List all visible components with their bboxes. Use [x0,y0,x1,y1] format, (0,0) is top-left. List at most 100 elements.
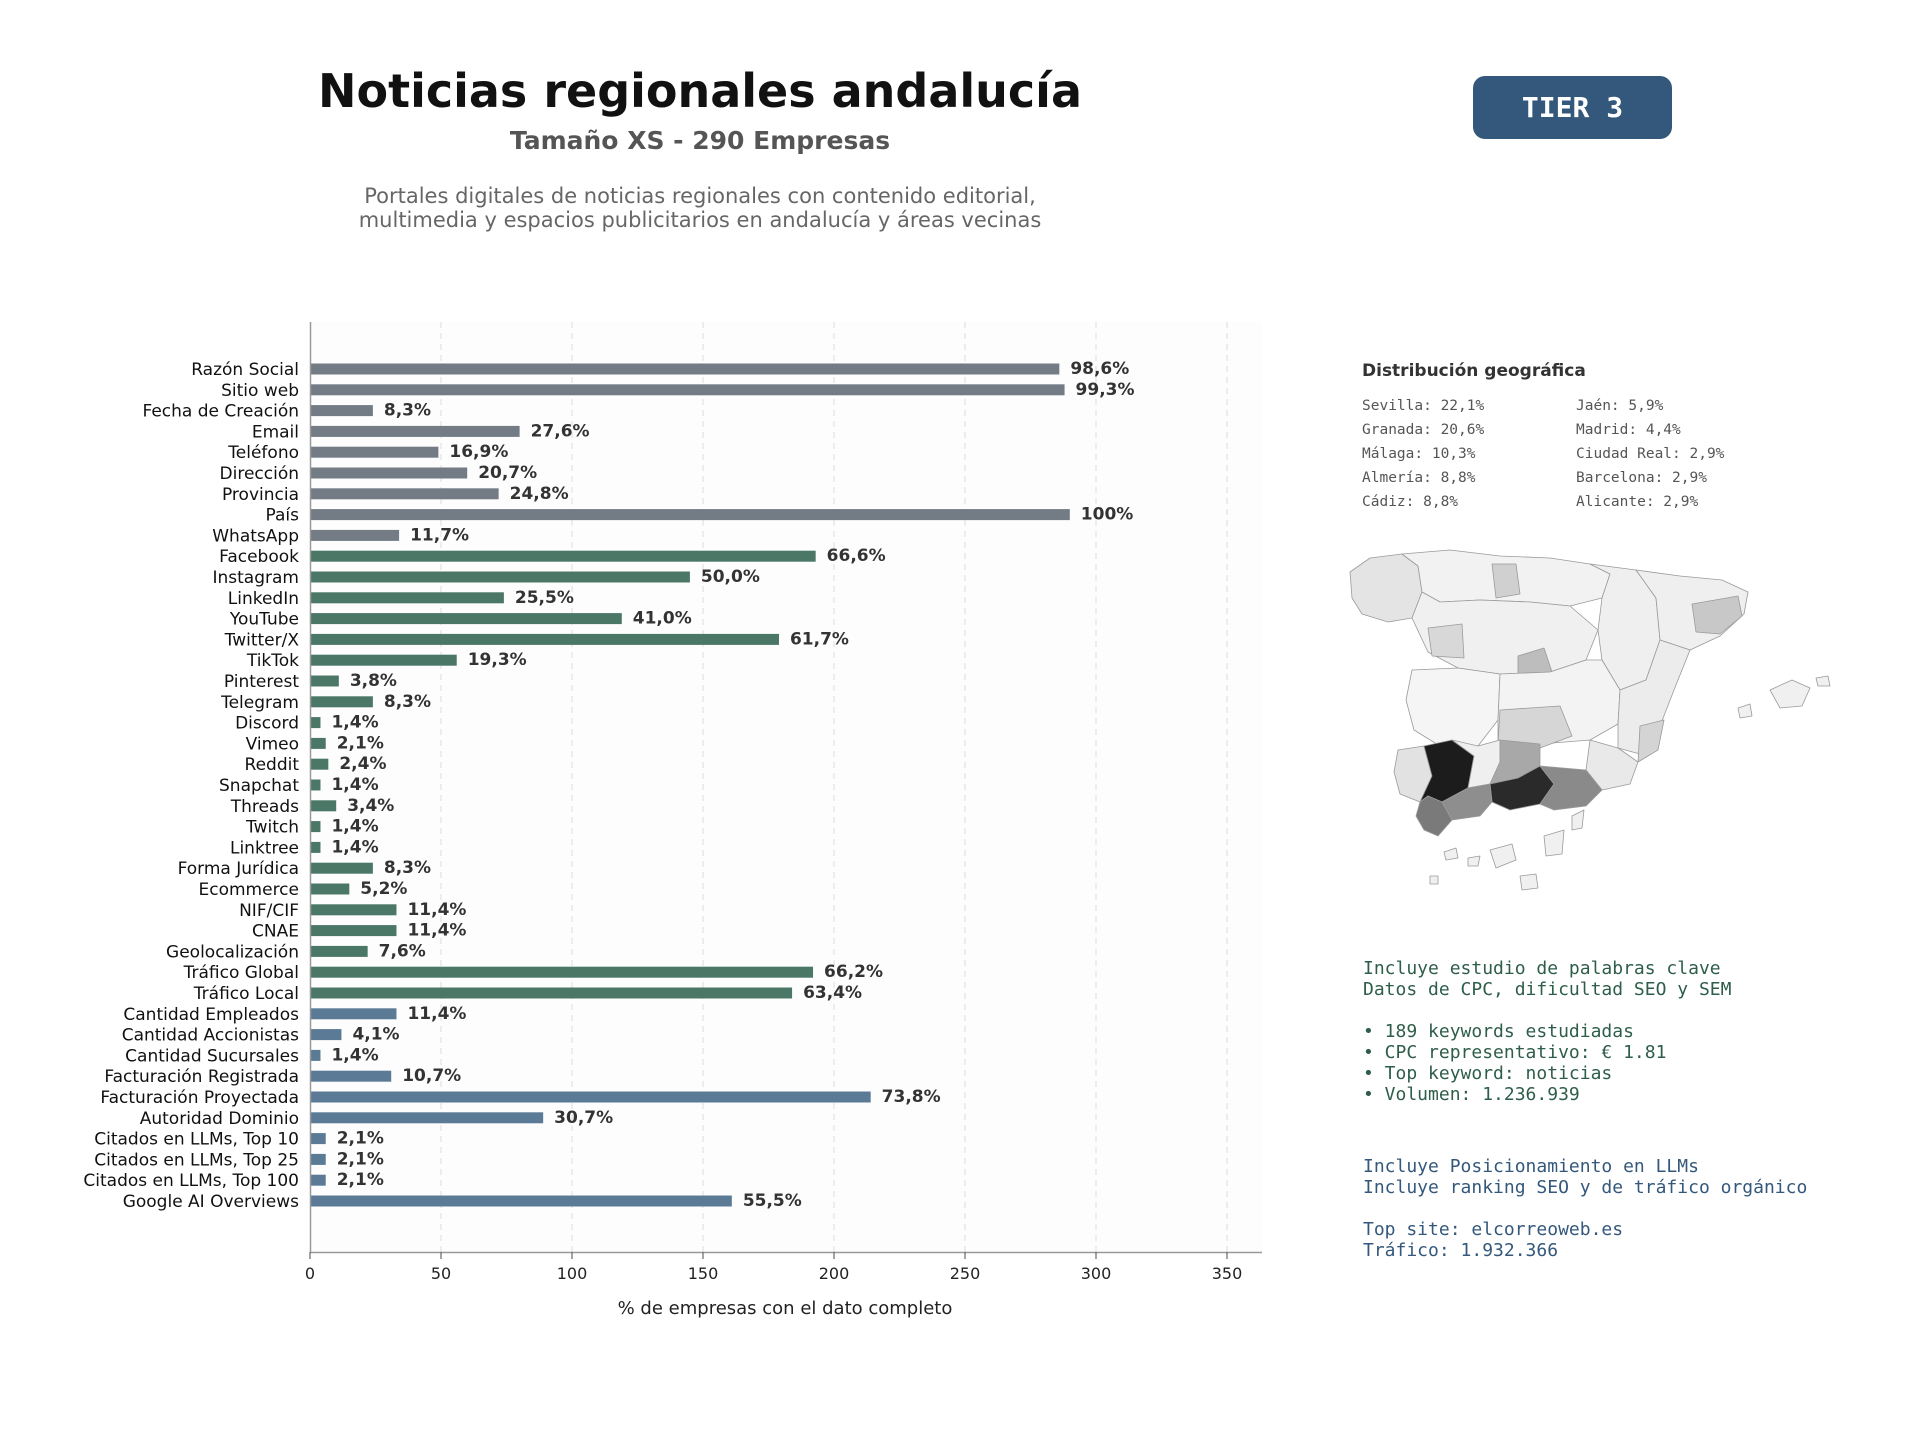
category-label: Citados en LLMs, Top 25 [94,1150,299,1170]
bar [310,800,337,812]
category-label: Fecha de Creación [142,402,299,422]
value-label: 66,6% [827,546,886,566]
category-label: LinkedIn [228,589,299,609]
map-region-canary [1467,855,1481,867]
bar [310,737,326,749]
category-label: Facturación Proyectada [100,1088,299,1108]
bar [310,363,1060,375]
category-label: Teléfono [227,443,299,463]
value-label: 11,7% [410,525,469,545]
top-site-traffic: Tráfico: 1.932.366 [1363,1240,1559,1261]
map-region-canary [1571,809,1585,831]
spain-map [1349,549,1831,891]
value-label: 2,1% [337,1170,384,1190]
bar [310,883,350,895]
geo-item: Alicante: 2,9% [1576,494,1699,510]
keywords-line: Datos de CPC, dificultad SEO y SEM [1363,979,1732,1000]
geo-item: Almería: 8,8% [1362,470,1476,486]
x-tick-label: 200 [819,1264,850,1283]
description-line: multimedia y espacios publicitarios en a… [358,208,1042,233]
value-label: 4,1% [352,1025,399,1045]
map-region-almeria [1539,765,1603,811]
tier-badge: TIER 3 [1473,76,1672,139]
x-tick-label: 350 [1212,1264,1243,1283]
keywords-bullet: • Volumen: 1.236.939 [1363,1084,1580,1105]
value-label: 1,4% [331,775,378,795]
page-description: Portales digitales de noticias regionale… [200,184,1200,232]
bar [310,488,499,500]
value-label: 19,3% [468,650,527,670]
category-label: Telegram [220,693,299,713]
x-tick-label: 300 [1081,1264,1112,1283]
category-label: Cantidad Accionistas [122,1026,299,1046]
bar [310,779,321,791]
value-label: 61,7% [790,629,849,649]
bar [310,717,321,729]
geo-item: Sevilla: 22,1% [1362,398,1485,414]
value-label: 50,0% [701,567,760,587]
category-label: TikTok [246,651,299,671]
value-label: 1,4% [331,817,378,837]
llm-line: Incluye Posicionamiento en LLMs [1363,1156,1699,1177]
bar [310,467,468,479]
category-label: Autoridad Dominio [140,1109,299,1129]
x-tick-label: 50 [431,1264,451,1283]
value-label: 1,4% [331,713,378,733]
map-region-ibiza [1737,703,1753,719]
category-label: Dirección [220,464,299,484]
map-region-canary [1429,875,1439,885]
value-label: 30,7% [554,1108,613,1128]
bar [310,1133,326,1145]
value-label: 98,6% [1070,359,1129,379]
bar [310,405,373,417]
category-label: Twitter/X [224,630,300,650]
bar [310,384,1065,396]
category-label: Tráfico Local [193,984,299,1004]
value-label: 25,5% [515,588,574,608]
keywords-info: Incluye estudio de palabras clave Datos … [1363,958,1731,1105]
value-label: 11,4% [407,921,466,941]
bar [310,675,339,687]
category-label: Cantidad Empleados [123,1005,299,1025]
geo-item: Cádiz: 8,8% [1362,494,1459,510]
keywords-bullet: • CPC representativo: € 1.81 [1363,1042,1667,1063]
top-site: Top site: elcorreoweb.es [1363,1219,1624,1240]
bar [310,696,373,708]
keywords-bullet: • 189 keywords estudiadas [1363,1021,1634,1042]
bar [310,1049,321,1061]
category-label: Email [252,422,299,442]
bar [310,592,504,604]
bar [310,654,457,666]
description-line: Portales digitales de noticias regionale… [364,184,1036,208]
llm-info: Incluye Posicionamiento en LLMs Incluye … [1363,1156,1807,1261]
category-label: Pinterest [224,672,299,692]
llm-line: Incluye ranking SEO y de tráfico orgánic… [1363,1177,1808,1198]
value-label: 3,8% [350,671,397,691]
x-tick-label: 100 [557,1264,588,1283]
value-label: 7,6% [379,941,426,961]
bar [310,1008,397,1020]
bar [310,758,329,770]
category-label: Razón Social [191,360,299,380]
geo-item: Ciudad Real: 2,9% [1576,446,1725,462]
value-label: 100% [1081,505,1134,525]
value-label: 1,4% [331,837,378,857]
geo-item: Madrid: 4,4% [1576,422,1681,438]
map-region-balearics-small [1815,675,1831,687]
value-label: 16,9% [449,442,508,462]
x-axis-label: % de empresas con el dato completo [618,1298,953,1319]
page-subtitle: Tamaño XS - 290 Empresas [509,126,891,155]
geo-distribution-list: Sevilla: 22,1% Jaén: 5,9% Granada: 20,6% Ma… [1362,398,1790,510]
category-label: NIF/CIF [239,901,299,921]
value-label: 55,5% [743,1191,802,1211]
category-label: Facturación Registrada [104,1067,299,1087]
value-label: 27,6% [531,421,590,441]
value-label: 8,3% [384,692,431,712]
value-label: 3,4% [347,796,394,816]
bar [310,633,779,645]
bar [310,446,439,458]
category-label: Forma Jurídica [178,859,299,879]
category-label: Geolocalización [166,942,299,962]
bar [310,1153,326,1165]
